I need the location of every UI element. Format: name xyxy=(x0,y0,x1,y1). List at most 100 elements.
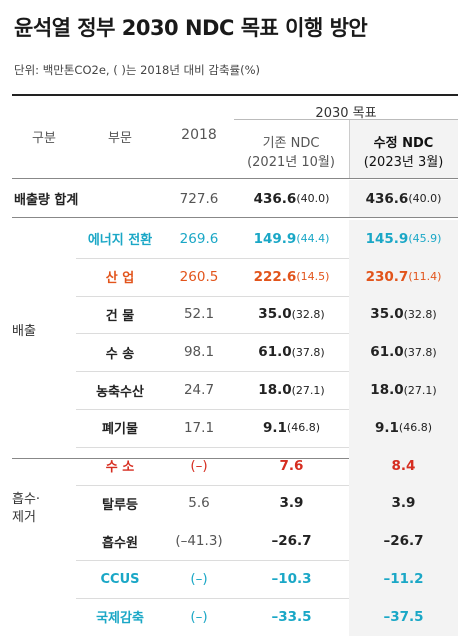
revised-cell-shade xyxy=(349,484,458,523)
existing-ndc-value: 7.6 xyxy=(279,457,304,474)
group-absorption-label-2: 제거 xyxy=(12,510,36,525)
value-2018: 5.6 xyxy=(188,495,210,512)
revised-ndc: 230.7 (11.4) xyxy=(349,258,458,296)
unit-note: 단위: 백만톤CO2e, ( )는 2018년 대비 감축률(%) xyxy=(14,63,261,77)
table-row: 건 물 52.1 35.0 (32.8) 35.0 (32.8) xyxy=(12,295,458,334)
header-top-rule xyxy=(12,94,458,96)
revised-ndc: –37.5 xyxy=(349,598,458,636)
table-row: 수 송 98.1 61.0 (37.8) 61.0 (37.8) xyxy=(12,333,458,372)
revised-ndc-value: 3.9 xyxy=(391,495,416,512)
revised-cell-shade xyxy=(349,409,458,447)
total-revised-pct: (40.0) xyxy=(408,192,442,205)
table-row: 수 소 (–) 7.6 8.4 xyxy=(12,446,458,485)
value-2018: (–41.3) xyxy=(175,533,223,550)
value-2018: 17.1 xyxy=(183,419,215,436)
revised-ndc: 61.0 (37.8) xyxy=(349,333,458,371)
table-row: 흡수원 (–41.3) –26.7 –26.7 xyxy=(12,522,458,561)
value-2018: 24.7 xyxy=(183,382,215,399)
sector-label: 수 송 xyxy=(105,346,135,362)
existing-ndc-value: 18.0 xyxy=(258,382,292,399)
sector-label: 산 업 xyxy=(105,271,135,287)
value-2018: (–) xyxy=(190,608,208,625)
revised-ndc-pct: (27.1) xyxy=(403,383,437,397)
header-revised-date: (2023년 3월) xyxy=(363,155,444,170)
revised-cell-shade xyxy=(349,295,458,334)
revised-ndc: 18.0 (27.1) xyxy=(349,371,458,409)
total-2018: 727.6 xyxy=(179,190,219,207)
total-row: 배출량 합계 727.6 436.6 (40.0) 436.6 (40.0) xyxy=(12,180,458,217)
value-2018: 98.1 xyxy=(183,344,215,361)
revised-ndc-value: 230.7 xyxy=(365,268,409,285)
table-row: 탈루등 5.6 3.9 3.9 xyxy=(12,484,458,523)
table-row: 농축수산 24.7 18.0 (27.1) 18.0 (27.1) xyxy=(12,371,458,409)
existing-ndc-pct: (44.4) xyxy=(296,232,330,246)
total-row-shade xyxy=(349,180,458,217)
row-divider xyxy=(76,295,458,297)
sector-label: 건 물 xyxy=(105,308,135,324)
sector-label: 수 소 xyxy=(105,460,135,476)
revised-ndc: 9.1 (46.8) xyxy=(349,409,458,447)
revised-ndc: 35.0 (32.8) xyxy=(349,296,458,334)
revised-ndc: –11.2 xyxy=(349,560,458,598)
group-absorption-label-1: 흡수· xyxy=(12,492,41,507)
existing-ndc: 3.9 xyxy=(234,485,349,523)
existing-ndc: 18.0 (27.1) xyxy=(234,371,349,409)
revised-ndc-pct: (11.4) xyxy=(408,270,442,284)
existing-ndc-pct: (32.8) xyxy=(291,307,325,321)
page-title: 윤석열 정부 2030 NDC 목표 이행 방안 xyxy=(14,16,368,40)
revised-ndc-value: 9.1 xyxy=(375,419,399,436)
revised-ndc: –26.7 xyxy=(349,522,458,560)
revised-ndc-value: –37.5 xyxy=(383,608,424,625)
existing-ndc-value: 3.9 xyxy=(279,495,304,512)
group-divider xyxy=(12,458,458,459)
existing-ndc: 35.0 (32.8) xyxy=(234,296,349,334)
revised-cell-shade xyxy=(349,220,458,258)
revised-cell-shade xyxy=(349,333,458,372)
total-revised: 436.6 (40.0) xyxy=(349,180,458,217)
table-row: 산 업 260.5 222.6 (14.5) 230.7 (11.4) xyxy=(12,257,458,296)
existing-ndc: 9.1 (46.8) xyxy=(234,409,349,447)
table-row: 국제감축 (–) –33.5 –37.5 xyxy=(12,598,458,636)
header-existing-ndc: 기존 NDC xyxy=(262,136,320,151)
revised-ndc-value: –11.2 xyxy=(383,571,424,588)
existing-ndc-value: –33.5 xyxy=(271,608,312,625)
existing-ndc: 7.6 xyxy=(234,447,349,485)
total-bottom-rule xyxy=(12,217,458,218)
existing-ndc-value: 9.1 xyxy=(263,419,287,436)
existing-ndc-pct: (27.1) xyxy=(291,383,325,397)
existing-ndc-value: 222.6 xyxy=(253,268,297,285)
revised-ndc-pct: (45.9) xyxy=(408,232,442,246)
sector-label: 탈루등 xyxy=(102,497,138,513)
revised-ndc-value: 145.9 xyxy=(365,230,409,247)
revised-ndc-pct: (32.8) xyxy=(403,307,437,321)
header-target-label: 2030 목표 xyxy=(315,106,377,121)
row-divider xyxy=(76,371,458,373)
existing-ndc: 61.0 (37.8) xyxy=(234,333,349,371)
existing-ndc: 222.6 (14.5) xyxy=(234,258,349,296)
existing-ndc-value: 149.9 xyxy=(253,230,297,247)
sector-label: 에너지 전환 xyxy=(87,233,153,249)
total-existing-value: 436.6 xyxy=(253,190,297,207)
revised-ndc-value: 8.4 xyxy=(391,457,416,474)
total-existing: 436.6 (40.0) xyxy=(234,180,349,217)
revised-cell-shade xyxy=(349,257,458,296)
sector-label: CCUS xyxy=(100,571,140,587)
table-row: CCUS (–) –10.3 –11.2 xyxy=(12,560,458,598)
value-2018: 52.1 xyxy=(183,306,215,323)
revised-cell-shade xyxy=(349,371,458,409)
value-2018: 269.6 xyxy=(179,230,219,247)
existing-ndc-value: –26.7 xyxy=(271,533,312,550)
sector-label: 농축수산 xyxy=(96,384,144,400)
existing-ndc: 149.9 (44.4) xyxy=(234,220,349,258)
existing-ndc-pct: (14.5) xyxy=(296,270,330,284)
value-2018: (–) xyxy=(190,457,208,474)
row-divider xyxy=(76,409,458,410)
revised-ndc-value: 61.0 xyxy=(370,344,404,361)
revised-ndc-pct: (37.8) xyxy=(403,345,437,359)
total-label: 배출량 합계 xyxy=(14,193,79,208)
revised-ndc-value: 18.0 xyxy=(370,382,404,399)
revised-cell-shade xyxy=(349,446,458,485)
total-existing-pct: (40.0) xyxy=(296,192,330,205)
sector-label: 국제감축 xyxy=(96,611,144,627)
existing-ndc: –33.5 xyxy=(234,598,349,636)
